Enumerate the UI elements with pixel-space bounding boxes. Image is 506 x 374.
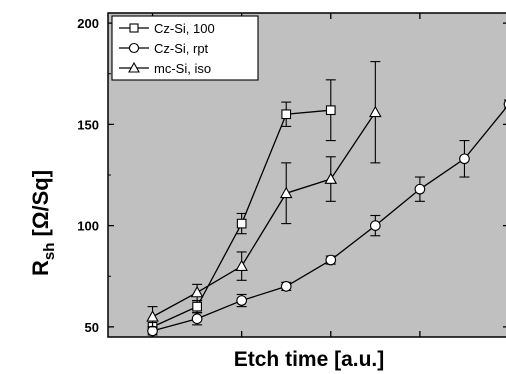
data-point [236, 295, 248, 306]
data-point [146, 310, 159, 322]
y-axis-title-sub: sh [41, 243, 58, 261]
data-point [147, 325, 158, 337]
legend-label: mc-Si, iso [154, 61, 211, 76]
y-axis-title-unit: [Ω/Sq] [28, 170, 53, 237]
data-point [325, 105, 336, 116]
data-point [369, 220, 381, 231]
legend-marker [129, 23, 139, 33]
legend-label: Cz-Si, rpt [154, 41, 209, 56]
svg-text:Rsh [Ω/Sq]: Rsh [Ω/Sq] [28, 170, 58, 276]
data-point [280, 281, 292, 292]
legend-marker [128, 61, 140, 73]
series-triangle [146, 61, 382, 328]
y-tick-label: 200 [77, 16, 99, 31]
series-line [152, 111, 376, 318]
data-point [459, 153, 470, 165]
y-axis-title: Rsh [Ω/Sq] [28, 170, 58, 276]
y-tick-label: 50 [85, 320, 99, 335]
y-tick-label: 150 [77, 117, 99, 132]
data-point [281, 109, 292, 120]
data-point [190, 285, 204, 298]
data-point [279, 186, 293, 199]
y-axis-title-main: R [28, 260, 53, 276]
series-circle [147, 99, 506, 337]
data-point [325, 254, 337, 266]
data-point [191, 313, 203, 325]
data-point [414, 183, 426, 195]
legend-label: Cz-Si, 100 [154, 21, 215, 36]
data-point [192, 301, 202, 312]
legend: Cz-Si, 100 Cz-Si, rpt mc-Si, iso [111, 15, 259, 81]
data-point [324, 172, 338, 184]
legend-marker [128, 42, 140, 54]
data-point [369, 105, 382, 118]
x-axis-title: Etch time [a.u.] [234, 348, 385, 371]
data-point [236, 218, 247, 229]
data-point [235, 259, 248, 271]
y-tick-label: 100 [77, 219, 99, 234]
